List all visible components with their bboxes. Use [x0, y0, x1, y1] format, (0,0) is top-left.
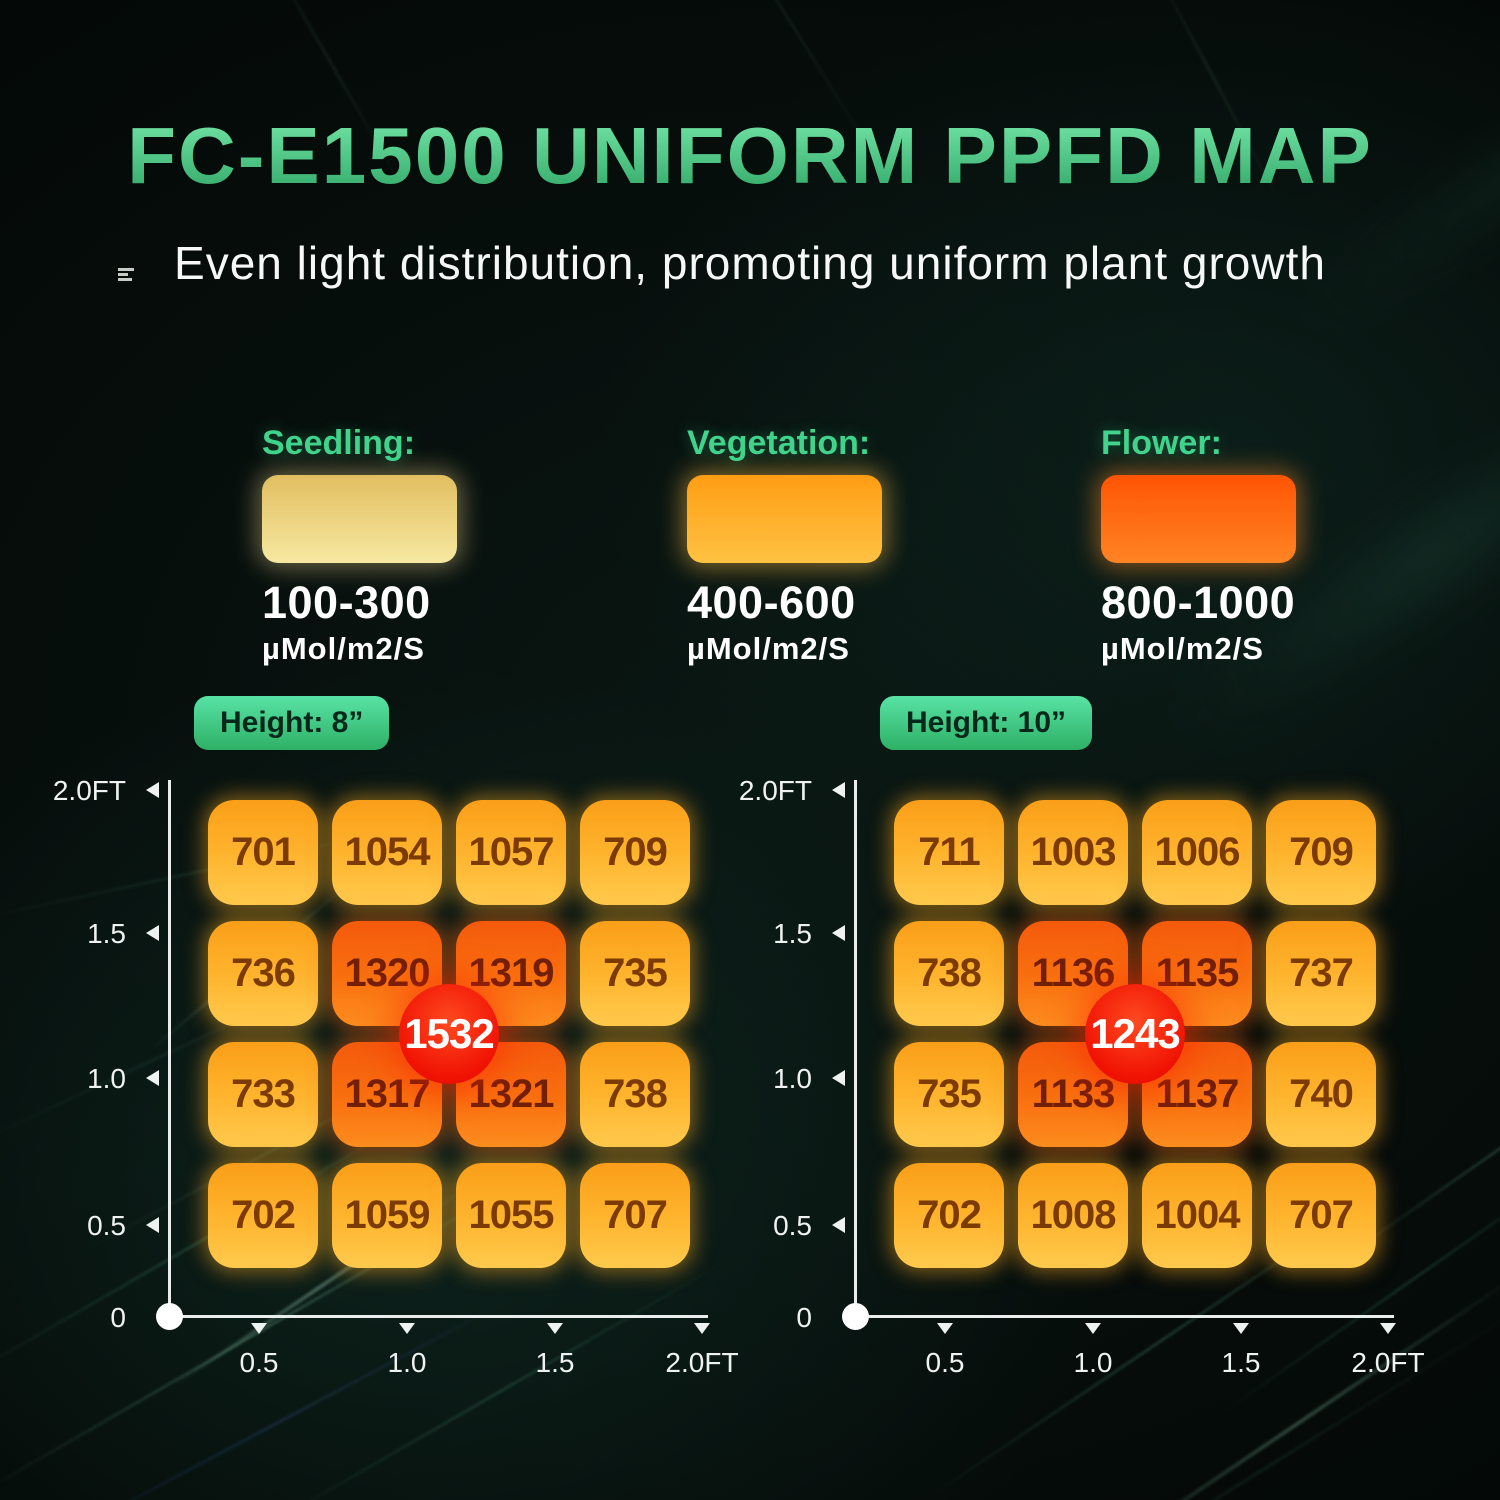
origin-dot: [156, 1303, 183, 1330]
x-axis-label: 2.0FT: [1351, 1347, 1425, 1378]
ppfd-cell: 738: [580, 1042, 690, 1147]
y-axis-label: 1.0: [87, 1063, 126, 1094]
y-axis-line: [168, 780, 171, 1318]
x-axis-label: 2.0FT: [665, 1347, 739, 1378]
down-triangle-icon: [251, 1323, 267, 1334]
down-triangle-icon: [937, 1323, 953, 1334]
x-axis-label: 1.0: [1073, 1347, 1113, 1378]
ppfd-cell: 1003: [1018, 800, 1128, 905]
chart-height-8: Height: 8” 2.0FT 1.5 1.0 0.5 0 701 1054 10…: [53, 690, 739, 1410]
y-axis-label: 2.0FT: [52, 775, 126, 806]
ppfd-cell: 733: [208, 1042, 318, 1147]
left-triangle-icon: [146, 782, 159, 798]
ppfd-cell: 738: [894, 921, 1004, 1026]
legend-unit: µMol/m2/S: [1101, 631, 1264, 666]
left-triangle-icon: [832, 782, 845, 798]
ppfd-cell: 707: [1266, 1163, 1376, 1268]
legend-range: 800-1000: [1101, 577, 1296, 628]
x-axis-label: 1.5: [535, 1347, 575, 1378]
page-subtitle: Even light distribution, promoting unifo…: [174, 237, 1326, 289]
ppfd-cell: 702: [208, 1163, 318, 1268]
legend-unit: µMol/m2/S: [687, 631, 850, 666]
down-triangle-icon: [547, 1323, 563, 1334]
left-triangle-icon: [832, 1070, 845, 1086]
x-axis-label: 0.5: [239, 1347, 279, 1378]
x-axis-label: 1.5: [1221, 1347, 1261, 1378]
left-triangle-icon: [832, 1217, 845, 1233]
legend-label: Flower:: [1101, 424, 1222, 462]
legend-range: 400-600: [687, 577, 856, 628]
x-axis-line: [854, 1315, 1394, 1318]
down-triangle-icon: [694, 1323, 710, 1334]
ppfd-cell: 1004: [1142, 1163, 1252, 1268]
down-triangle-icon: [1380, 1323, 1396, 1334]
down-triangle-icon: [399, 1323, 415, 1334]
ppfd-cell: 711: [894, 800, 1004, 905]
legend-item-seedling: Seedling: 100-300 µMol/m2/S: [262, 424, 492, 667]
vegetation-color-swatch: [687, 475, 882, 563]
left-triangle-icon: [146, 1070, 159, 1086]
flower-color-swatch: [1101, 475, 1296, 563]
page-title: FC-E1500 UNIFORM PPFD MAP: [0, 110, 1500, 202]
y-axis-label: 1.0: [773, 1063, 812, 1094]
left-triangle-icon: [146, 1217, 159, 1233]
ppfd-cell: 1059: [332, 1163, 442, 1268]
peak-value-badge: 1243: [1085, 984, 1185, 1084]
x-axis-label: 0.5: [925, 1347, 965, 1378]
glitch-artifact: [118, 268, 134, 283]
origin-dot: [842, 1303, 869, 1330]
y-axis-label: 0: [796, 1302, 812, 1333]
ppfd-cell: 736: [208, 921, 318, 1026]
y-axis-label: 0.5: [773, 1210, 812, 1241]
down-triangle-icon: [1085, 1323, 1101, 1334]
down-triangle-icon: [1233, 1323, 1249, 1334]
height-badge: Height: 10”: [880, 696, 1093, 750]
ppfd-cell: 709: [1266, 800, 1376, 905]
y-axis-label: 1.5: [87, 918, 126, 949]
left-triangle-icon: [146, 925, 159, 941]
legend-item-vegetation: Vegetation: 400-600 µMol/m2/S: [687, 424, 917, 667]
x-axis-label: 1.0: [387, 1347, 427, 1378]
ppfd-cell: 709: [580, 800, 690, 905]
chart-height-10: Height: 10” 2.0FT 1.5 1.0 0.5 0 711 1003 1…: [739, 690, 1425, 1410]
ppfd-cell: 737: [1266, 921, 1376, 1026]
legend-item-flower: Flower: 800-1000 µMol/m2/S: [1101, 424, 1331, 667]
y-axis-label: 1.5: [773, 918, 812, 949]
legend-range: 100-300: [262, 577, 431, 628]
legend-label: Vegetation:: [687, 424, 871, 462]
ppfd-cell: 1057: [456, 800, 566, 905]
y-axis-line: [854, 780, 857, 1318]
ppfd-cell: 1008: [1018, 1163, 1128, 1268]
ppfd-cell: 1006: [1142, 800, 1252, 905]
ppfd-cell: 740: [1266, 1042, 1376, 1147]
ppfd-cell: 1055: [456, 1163, 566, 1268]
left-triangle-icon: [832, 925, 845, 941]
legend-label: Seedling:: [262, 424, 416, 462]
x-axis-line: [168, 1315, 708, 1318]
peak-value-badge: 1532: [399, 984, 499, 1084]
seedling-color-swatch: [262, 475, 457, 563]
ppfd-cell: 702: [894, 1163, 1004, 1268]
ppfd-cell: 1054: [332, 800, 442, 905]
y-axis-label: 2.0FT: [738, 775, 812, 806]
ppfd-cell: 701: [208, 800, 318, 905]
ppfd-cell: 735: [580, 921, 690, 1026]
legend-unit: µMol/m2/S: [262, 631, 425, 666]
y-axis-label: 0: [110, 1302, 126, 1333]
ppfd-cell: 735: [894, 1042, 1004, 1147]
ppfd-cell: 707: [580, 1163, 690, 1268]
height-badge: Height: 8”: [194, 696, 390, 750]
y-axis-label: 0.5: [87, 1210, 126, 1241]
